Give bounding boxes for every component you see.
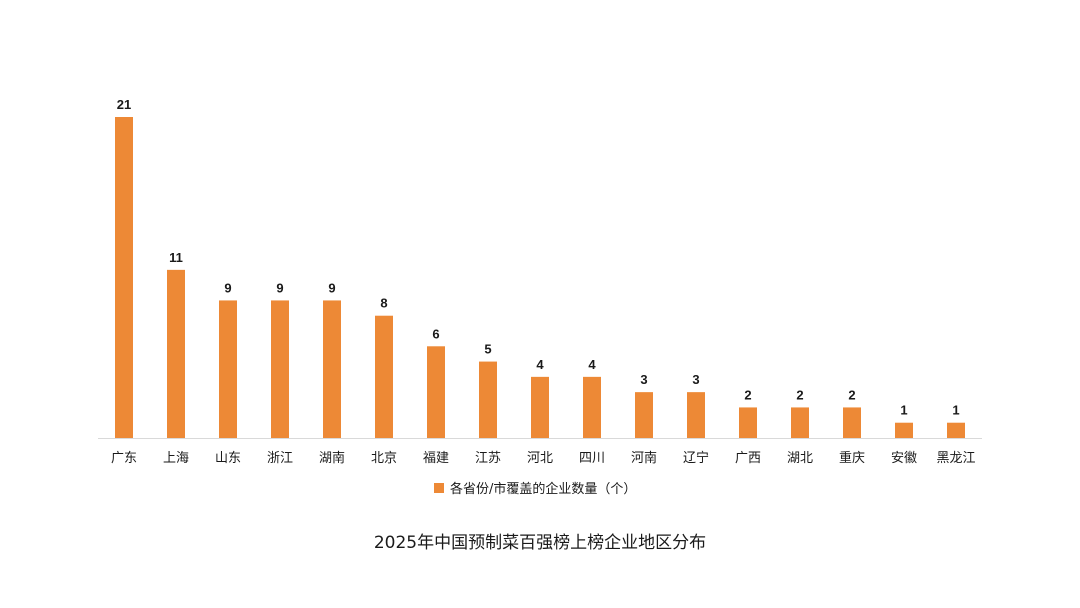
category-label-6: 福建 xyxy=(423,451,449,466)
category-label-14: 重庆 xyxy=(839,450,865,466)
value-label-13: 2 xyxy=(796,387,803,402)
bar-15[interactable] xyxy=(895,422,913,438)
value-label-10: 3 xyxy=(640,372,647,387)
value-label-9: 4 xyxy=(588,357,596,372)
bar-13[interactable] xyxy=(791,407,809,438)
category-label-16: 黑龙江 xyxy=(936,451,975,466)
category-label-7: 江苏 xyxy=(475,450,501,466)
legend-swatch xyxy=(434,483,444,493)
bar-10[interactable] xyxy=(635,392,653,438)
bar-11[interactable] xyxy=(687,392,705,438)
category-label-3: 浙江 xyxy=(267,451,293,466)
category-label-15: 安徽 xyxy=(891,451,917,466)
bar-0[interactable] xyxy=(115,117,133,438)
bar-9[interactable] xyxy=(583,376,601,438)
bar-8[interactable] xyxy=(531,376,549,438)
value-label-8: 4 xyxy=(536,357,544,372)
category-label-1: 上海 xyxy=(163,451,189,466)
value-label-11: 3 xyxy=(692,372,699,387)
category-label-8: 河北 xyxy=(527,451,553,466)
category-label-0: 广东 xyxy=(111,451,137,466)
value-label-16: 1 xyxy=(952,403,959,418)
category-label-13: 湖北 xyxy=(787,451,813,466)
bar-16[interactable] xyxy=(947,422,965,438)
bars-layer xyxy=(115,117,965,438)
value-label-2: 9 xyxy=(224,280,231,295)
category-label-12: 广西 xyxy=(735,451,761,466)
value-label-4: 9 xyxy=(328,280,335,295)
bar-3[interactable] xyxy=(271,300,289,438)
bar-6[interactable] xyxy=(427,346,445,438)
category-label-11: 辽宁 xyxy=(683,450,709,466)
category-label-5: 北京 xyxy=(371,451,397,466)
category-label-2: 山东 xyxy=(215,451,241,466)
legend-label: 各省份/市覆盖的企业数量（个） xyxy=(450,481,636,497)
bar-7[interactable] xyxy=(479,361,497,438)
value-label-7: 5 xyxy=(484,342,491,357)
value-label-3: 9 xyxy=(276,280,283,295)
category-labels-layer: 广东 上海 山东 浙江 湖南 北京 福建 江苏 河北 四川 河南 辽宁 广西 湖北 重庆 安徽 黑龙江 xyxy=(111,450,976,466)
bar-4[interactable] xyxy=(323,300,341,438)
value-label-14: 2 xyxy=(848,387,855,402)
bar-1[interactable] xyxy=(167,269,185,438)
category-label-9: 四川 xyxy=(579,451,605,466)
category-label-10: 河南 xyxy=(631,450,657,466)
value-label-6: 6 xyxy=(432,326,439,341)
value-label-15: 1 xyxy=(900,403,907,418)
bar-14[interactable] xyxy=(843,407,861,438)
bar-2[interactable] xyxy=(219,300,237,438)
bar-12[interactable] xyxy=(739,407,757,438)
value-label-12: 2 xyxy=(744,387,751,402)
bar-5[interactable] xyxy=(375,315,393,438)
legend[interactable]: 各省份/市覆盖的企业数量（个） xyxy=(434,481,636,497)
value-label-1: 11 xyxy=(169,250,183,265)
chart-title: 2025年中国预制菜百强榜上榜企业地区分布 xyxy=(374,533,706,553)
category-label-4: 湖南 xyxy=(319,450,345,466)
value-label-5: 8 xyxy=(380,296,387,311)
value-label-0: 21 xyxy=(117,97,131,112)
